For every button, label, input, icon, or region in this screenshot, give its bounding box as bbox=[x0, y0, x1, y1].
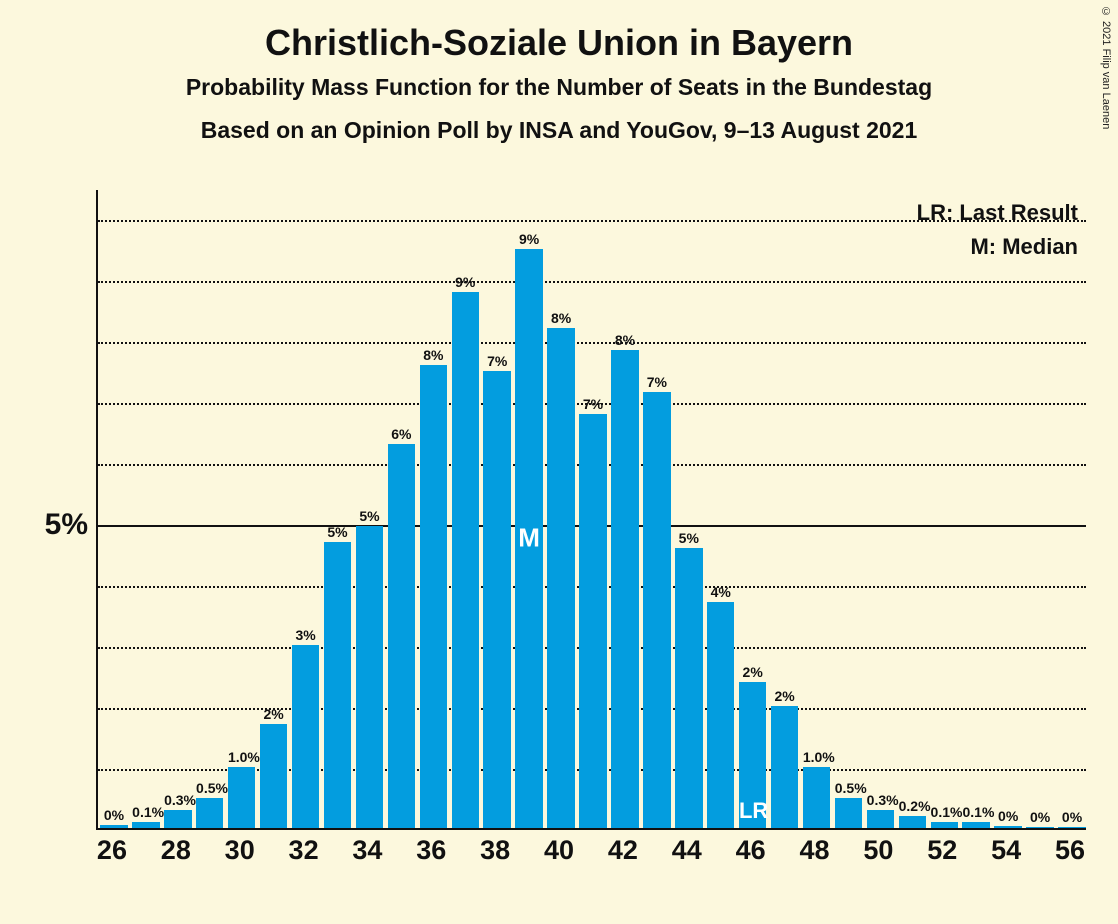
bar-value-label: 8% bbox=[420, 347, 447, 363]
bar-value-label: 0% bbox=[994, 808, 1021, 824]
x-axis-label: 26 bbox=[97, 835, 127, 866]
bar-value-label: 2% bbox=[771, 688, 798, 704]
bar-value-label: 3% bbox=[292, 627, 319, 643]
bar-value-label: 8% bbox=[547, 310, 574, 326]
x-axis-label: 56 bbox=[1055, 835, 1085, 866]
bar: 8% bbox=[547, 328, 574, 828]
bar: 0.1% bbox=[962, 822, 989, 828]
bar: 0.5% bbox=[835, 798, 862, 828]
bar: 9% bbox=[452, 292, 479, 828]
x-axis-label: 40 bbox=[544, 835, 574, 866]
bar-value-label: 1.0% bbox=[803, 749, 830, 765]
bar: 7% bbox=[643, 392, 670, 828]
bar-value-label: 0% bbox=[100, 807, 127, 823]
bar-value-label: 8% bbox=[611, 332, 638, 348]
bar: 3% bbox=[292, 645, 319, 828]
bar: 9%M bbox=[515, 249, 542, 828]
title-block: Christlich-Soziale Union in Bayern Proba… bbox=[0, 0, 1118, 144]
median-marker: M bbox=[515, 523, 542, 554]
bar: 2%LR bbox=[739, 682, 766, 828]
gridline-minor bbox=[98, 342, 1086, 344]
chart-title: Christlich-Soziale Union in Bayern bbox=[0, 22, 1118, 64]
bar-value-label: 9% bbox=[452, 274, 479, 290]
chart-subtitle-1: Probability Mass Function for the Number… bbox=[0, 74, 1118, 101]
bar-value-label: 7% bbox=[579, 396, 606, 412]
bar-value-label: 7% bbox=[483, 353, 510, 369]
x-axis-label: 52 bbox=[927, 835, 957, 866]
x-axis-label: 54 bbox=[991, 835, 1021, 866]
bar: 6% bbox=[388, 444, 415, 828]
bar-value-label: 0.2% bbox=[899, 798, 926, 814]
bar-value-label: 1.0% bbox=[228, 749, 255, 765]
bar: 0.3% bbox=[867, 810, 894, 828]
bar-value-label: 0% bbox=[1026, 809, 1053, 825]
x-axis-label: 46 bbox=[736, 835, 766, 866]
plot-area: LR: Last Result M: Median 0% 0.1% 0.3% 0.5%… bbox=[96, 190, 1086, 830]
bar: 0% bbox=[1058, 827, 1085, 828]
bar-value-label: 0.5% bbox=[196, 780, 223, 796]
bar-value-label: 0.1% bbox=[132, 804, 159, 820]
x-axis-label: 28 bbox=[161, 835, 191, 866]
bar-value-label: 0.1% bbox=[962, 804, 989, 820]
bar-value-label: 5% bbox=[324, 524, 351, 540]
x-axis-label: 38 bbox=[480, 835, 510, 866]
bar: 0% bbox=[1026, 827, 1053, 828]
bar: 2% bbox=[260, 724, 287, 828]
bar: 5% bbox=[675, 548, 702, 828]
bar: 5% bbox=[356, 526, 383, 828]
bar-value-label: 5% bbox=[356, 508, 383, 524]
x-axis-label: 34 bbox=[352, 835, 382, 866]
bar-value-label: 2% bbox=[739, 664, 766, 680]
bar: 0.1% bbox=[931, 822, 958, 828]
bar: 0.3% bbox=[164, 810, 191, 828]
bar-value-label: 7% bbox=[643, 374, 670, 390]
bar: 5% bbox=[324, 542, 351, 828]
y-axis-label: 5% bbox=[30, 508, 88, 542]
bar-value-label: 6% bbox=[388, 426, 415, 442]
bar: 0% bbox=[994, 826, 1021, 828]
bar: 7% bbox=[579, 414, 606, 828]
bar: 1.0% bbox=[228, 767, 255, 828]
legend: LR: Last Result M: Median bbox=[917, 200, 1078, 268]
bar: 0.5% bbox=[196, 798, 223, 828]
bar-value-label: 0.3% bbox=[867, 792, 894, 808]
bar-value-label: 9% bbox=[515, 231, 542, 247]
bar-value-label: 0.5% bbox=[835, 780, 862, 796]
x-axis-label: 32 bbox=[289, 835, 319, 866]
chart-container: LR: Last Result M: Median 0% 0.1% 0.3% 0.5%… bbox=[30, 190, 1090, 870]
last-result-marker: LR bbox=[739, 798, 766, 824]
x-axis-label: 30 bbox=[225, 835, 255, 866]
bar: 7% bbox=[483, 371, 510, 828]
bar-value-label: 2% bbox=[260, 706, 287, 722]
bar-value-label: 0.1% bbox=[931, 804, 958, 820]
bar-value-label: 0.3% bbox=[164, 792, 191, 808]
x-axis-label: 44 bbox=[672, 835, 702, 866]
bar: 8% bbox=[611, 350, 638, 828]
bar-value-label: 4% bbox=[707, 584, 734, 600]
gridline-minor bbox=[98, 281, 1086, 283]
bar: 8% bbox=[420, 365, 447, 828]
copyright-text: © 2021 Filip van Laenen bbox=[1100, 6, 1112, 129]
bar: 2% bbox=[771, 706, 798, 828]
bar: 0.2% bbox=[899, 816, 926, 828]
gridline-minor bbox=[98, 220, 1086, 222]
x-axis-label: 36 bbox=[416, 835, 446, 866]
bar: 0.1% bbox=[132, 822, 159, 828]
x-axis-label: 50 bbox=[863, 835, 893, 866]
bar-value-label: 5% bbox=[675, 530, 702, 546]
x-axis-label: 48 bbox=[800, 835, 830, 866]
chart-subtitle-2: Based on an Opinion Poll by INSA and You… bbox=[0, 117, 1118, 144]
bar-value-label: 0% bbox=[1058, 809, 1085, 825]
x-axis-label: 42 bbox=[608, 835, 638, 866]
legend-m: M: Median bbox=[917, 234, 1078, 260]
bar: 1.0% bbox=[803, 767, 830, 828]
bar: 0% bbox=[100, 825, 127, 828]
bar: 4% bbox=[707, 602, 734, 828]
